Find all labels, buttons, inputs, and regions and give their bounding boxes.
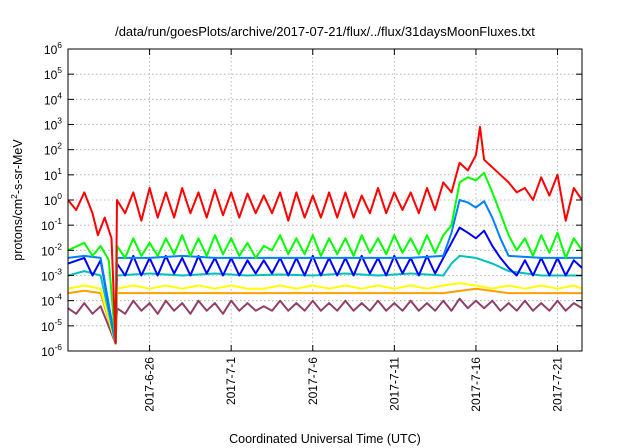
y-tick-label: 104 xyxy=(44,90,62,107)
y-tick-label: 10-2 xyxy=(41,241,62,258)
y-tick-label: 106 xyxy=(44,40,62,57)
x-axis: 2017-6-26 2017-7-1 2017-7-6 2017-7-11 2017-7… xyxy=(143,49,565,412)
y-tick-exponent: -2 xyxy=(54,241,62,251)
y-axis-label-base: protons/cm xyxy=(11,199,25,261)
y-tick-exponent: -4 xyxy=(54,292,62,302)
y-tick-base: 10 xyxy=(44,119,58,133)
y-tick-label: 101 xyxy=(44,166,62,183)
y-tick-label: 100 xyxy=(44,191,62,208)
y-tick-exponent: 2 xyxy=(57,141,62,151)
y-tick-label: 10-6 xyxy=(41,342,62,359)
y-tick-exponent: -1 xyxy=(54,216,62,226)
y-axis-label-sup: 2 xyxy=(9,194,19,199)
y-tick-base: 10 xyxy=(44,144,58,158)
y-tick-base: 10 xyxy=(44,93,58,107)
y-tick-exponent: 6 xyxy=(57,40,62,50)
series-line-2 xyxy=(68,199,582,345)
y-axis: 10-610-510-410-310-210-11001011021031041… xyxy=(41,40,582,359)
y-tick-label: 10-5 xyxy=(41,317,62,334)
x-tick-label: 2017-7-16 xyxy=(469,357,483,412)
series-layer xyxy=(68,125,582,345)
x-axis-label: Coordinated Universal Time (UTC) xyxy=(229,432,421,446)
series-line-1 xyxy=(68,171,582,345)
y-tick-base: 10 xyxy=(44,68,58,82)
y-axis-label: protons/cm2-s-sr-MeV xyxy=(9,139,25,261)
y-tick-base: 10 xyxy=(41,244,55,258)
y-tick-exponent: 5 xyxy=(57,65,62,75)
y-tick-label: 10-1 xyxy=(41,216,62,233)
y-tick-base: 10 xyxy=(41,320,55,334)
y-tick-exponent: -6 xyxy=(54,342,62,352)
y-tick-exponent: 0 xyxy=(57,191,62,201)
chart-title: /data/run/goesPlots/archive/2017-07-21/f… xyxy=(115,24,535,39)
y-tick-base: 10 xyxy=(41,270,55,284)
series-line-6 xyxy=(68,287,582,345)
y-tick-label: 105 xyxy=(44,65,62,82)
x-tick-label: 2017-7-11 xyxy=(387,357,401,411)
series-line-0 xyxy=(68,125,582,345)
y-tick-base: 10 xyxy=(41,345,55,359)
y-axis-label-rest: -s-sr-MeV xyxy=(11,139,25,195)
x-tick-label: 2017-6-26 xyxy=(143,357,157,412)
y-tick-base: 10 xyxy=(41,295,55,309)
y-tick-exponent: 4 xyxy=(57,90,62,100)
x-tick-label: 2017-7-6 xyxy=(306,357,320,405)
y-tick-label: 10-3 xyxy=(41,267,62,284)
series-line-5 xyxy=(68,282,582,345)
y-tick-exponent: 1 xyxy=(57,166,62,176)
x-tick-label: 2017-7-1 xyxy=(224,357,238,405)
y-tick-base: 10 xyxy=(44,43,58,57)
y-tick-label: 102 xyxy=(44,141,62,158)
y-tick-base: 10 xyxy=(41,219,55,233)
series-line-7 xyxy=(68,297,582,345)
y-tick-base: 10 xyxy=(44,194,58,208)
y-tick-label: 103 xyxy=(44,116,62,133)
y-tick-exponent: -5 xyxy=(54,317,62,327)
y-tick-label: 10-4 xyxy=(41,292,62,309)
y-tick-exponent: 3 xyxy=(57,116,62,126)
y-tick-base: 10 xyxy=(44,169,58,183)
x-tick-label: 2017-7-21 xyxy=(551,357,565,412)
y-tick-exponent: -3 xyxy=(54,267,62,277)
